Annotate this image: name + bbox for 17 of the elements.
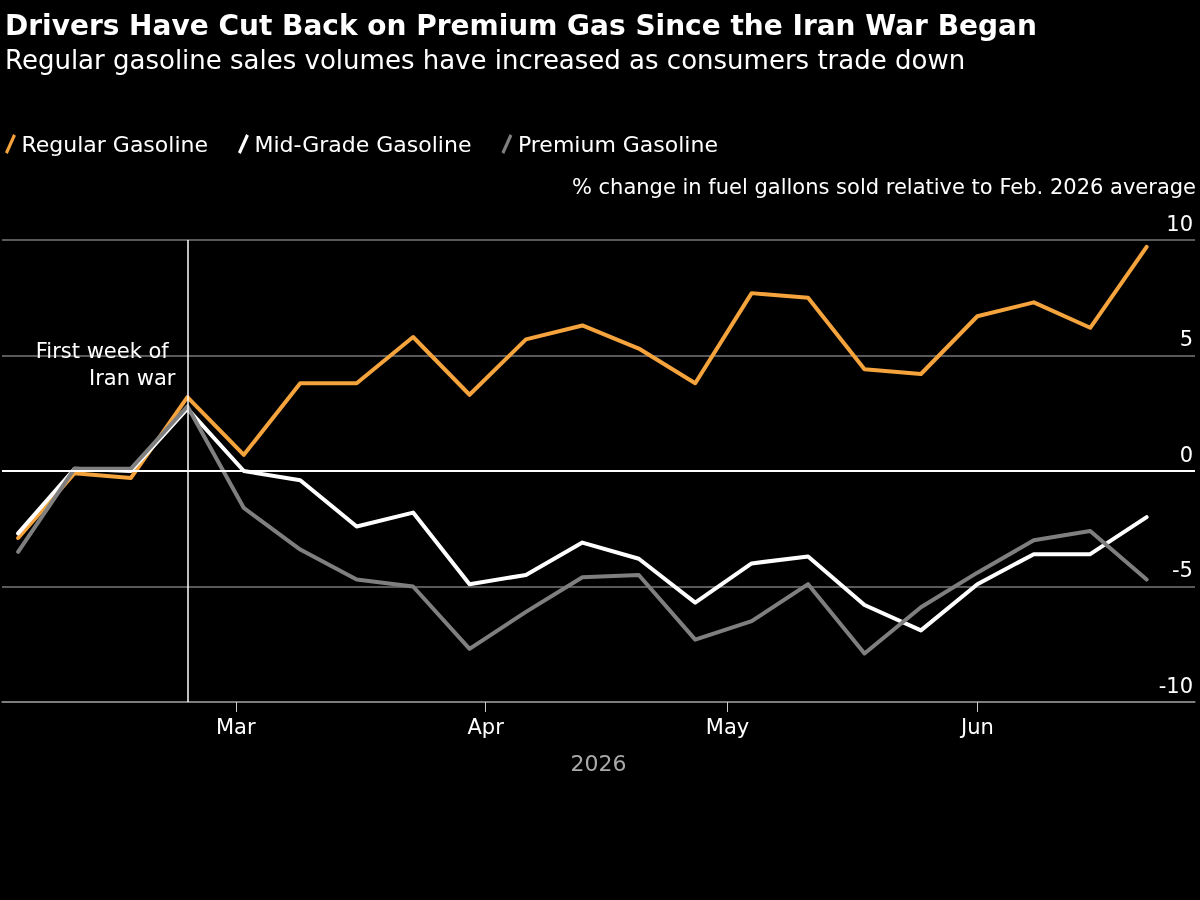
x-tick-label: Jun xyxy=(958,714,994,739)
legend-label: Mid-Grade Gasoline xyxy=(254,131,472,157)
y-tick-label: 0 xyxy=(1179,442,1193,467)
y-axis-title: % change in fuel gallons sold relative to Feb. 2026 average xyxy=(571,174,1196,199)
x-tick-label: May xyxy=(705,714,750,739)
y-tick-label: -10 xyxy=(1158,673,1193,698)
y-tick-label: 5 xyxy=(1179,327,1193,351)
x-tick-label: Apr xyxy=(467,714,505,739)
ref-line-label: First week of Iran war xyxy=(35,338,176,390)
y-tick-label: -5 xyxy=(1172,558,1193,582)
x-tick-label: Mar xyxy=(215,714,256,739)
x-axis-title: 2026 xyxy=(570,750,627,776)
legend-label: Regular Gasoline xyxy=(21,131,208,157)
y-tick-label: 10 xyxy=(1166,211,1193,236)
chart-title: Drivers Have Cut Back on Premium Gas Since the Iran War Began xyxy=(5,8,1037,42)
legend-label: Premium Gasoline xyxy=(517,131,718,157)
chart-subtitle: Regular gasoline sales volumes have increased as consumers trade down xyxy=(5,45,966,75)
